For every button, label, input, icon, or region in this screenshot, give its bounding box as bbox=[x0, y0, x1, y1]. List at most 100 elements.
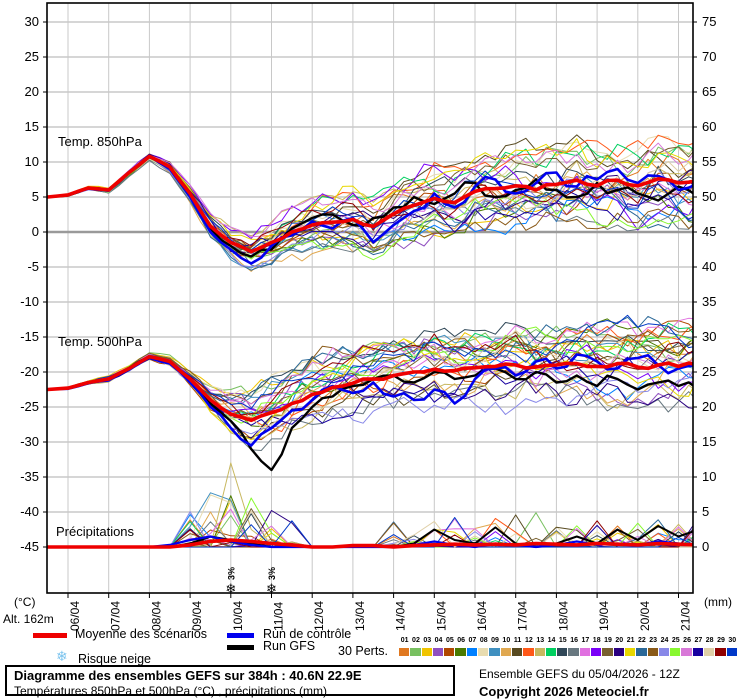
t850-member bbox=[47, 153, 693, 237]
pert-color-swatch bbox=[455, 648, 466, 656]
pert-color-swatch bbox=[466, 648, 478, 656]
pert-number: 17 bbox=[581, 637, 590, 644]
right-tick-label: 25 bbox=[702, 364, 716, 379]
left-tick-label: 30 bbox=[25, 14, 39, 29]
t500-member bbox=[47, 336, 693, 438]
pert-legend-squares bbox=[399, 648, 738, 656]
left-tick-label: -10 bbox=[20, 294, 39, 309]
pert-number: 10 bbox=[502, 637, 511, 644]
pert-number: 02 bbox=[412, 637, 420, 644]
x-date-label: 15/04 bbox=[434, 601, 448, 631]
pert-number: 21 bbox=[626, 637, 635, 644]
pert-number: 16 bbox=[570, 637, 578, 644]
precip-member bbox=[47, 494, 693, 548]
x-date-label: 13/04 bbox=[353, 601, 367, 631]
t850-member bbox=[47, 160, 693, 268]
pert-color-swatch bbox=[658, 648, 670, 656]
x-date-label: 10/04 bbox=[231, 601, 245, 631]
pert-color-swatch bbox=[636, 648, 647, 656]
pert-color-swatch bbox=[726, 648, 737, 656]
pert-color-swatch bbox=[545, 648, 557, 656]
pert-color-swatch bbox=[579, 648, 591, 656]
t500-member bbox=[47, 325, 693, 397]
pert-number: 18 bbox=[592, 637, 601, 644]
left-tick-label: -5 bbox=[27, 259, 39, 274]
right-tick-label: 20 bbox=[702, 399, 716, 414]
altitude-label: Alt. 162m bbox=[3, 612, 54, 626]
x-date-label: 08/04 bbox=[149, 601, 163, 631]
pert-color-swatch bbox=[624, 648, 636, 656]
snowflake-icon: ❄ bbox=[56, 648, 68, 664]
pert-color-swatch bbox=[670, 648, 681, 656]
pert-number: 23 bbox=[649, 637, 658, 644]
pert-color-swatch bbox=[421, 648, 432, 656]
legend-mean-label: Moyenne des scénarios bbox=[75, 627, 208, 641]
left-tick-label: -25 bbox=[20, 399, 39, 414]
precip-member bbox=[47, 492, 693, 548]
mean-line-swatch bbox=[33, 633, 67, 638]
pert-color-swatch bbox=[647, 648, 658, 656]
t500-member bbox=[47, 332, 693, 395]
x-date-label: 16/04 bbox=[475, 601, 489, 631]
plot-frame bbox=[46, 2, 694, 594]
pert-color-swatch bbox=[613, 648, 624, 656]
x-date-label: 18/04 bbox=[556, 601, 570, 631]
x-date-label: 17/04 bbox=[516, 601, 530, 631]
pert-number: 08 bbox=[479, 637, 488, 644]
right-tick-label: 65 bbox=[702, 84, 716, 99]
snow-risk-percent: 3% bbox=[226, 567, 236, 580]
right-tick-label: 0 bbox=[702, 539, 709, 554]
pert-number: 01 bbox=[400, 637, 409, 644]
left-axis-unit: (°C) bbox=[14, 595, 36, 609]
left-tick-label: 5 bbox=[32, 189, 39, 204]
t500-member bbox=[47, 320, 693, 441]
gfs-line-swatch bbox=[227, 645, 254, 650]
x-date-label: 21/04 bbox=[679, 601, 693, 631]
pert-number: 13 bbox=[536, 637, 545, 644]
pert-color-swatch bbox=[511, 648, 523, 656]
panel-label-500: Temp. 500hPa bbox=[58, 334, 142, 349]
pert-number: 12 bbox=[525, 637, 533, 644]
left-tick-label: -45 bbox=[20, 539, 39, 554]
right-tick-label: 70 bbox=[702, 49, 716, 64]
series-area bbox=[47, 134, 693, 549]
pert-number: 30 bbox=[728, 637, 737, 644]
right-tick-label: 50 bbox=[702, 189, 716, 204]
x-date-label: 19/04 bbox=[597, 601, 611, 631]
legend-gfs-label: Run GFS bbox=[263, 639, 316, 653]
pert-number: 04 bbox=[434, 637, 443, 644]
t850-member bbox=[47, 142, 693, 238]
left-tick-label: 0 bbox=[32, 224, 39, 239]
pert-color-swatch bbox=[681, 648, 692, 656]
panel-label-precip: Précipitations bbox=[56, 524, 135, 539]
pert-color-swatch bbox=[410, 648, 421, 656]
x-date-label: 06/04 bbox=[68, 601, 82, 631]
pert-number: 28 bbox=[705, 637, 714, 644]
pert-color-swatch bbox=[534, 648, 545, 656]
pert-number: 25 bbox=[671, 637, 680, 644]
t850-member bbox=[47, 153, 693, 253]
pert-number: 05 bbox=[445, 637, 454, 644]
pert-color-swatch bbox=[715, 648, 726, 656]
right-tick-label: 5 bbox=[702, 504, 709, 519]
right-tick-label: 10 bbox=[702, 469, 716, 484]
pert-number: 26 bbox=[683, 637, 691, 644]
pert-color-swatch bbox=[523, 648, 534, 656]
pert-color-swatch bbox=[399, 648, 410, 656]
pert-number: 14 bbox=[547, 637, 556, 644]
perts-count-label: 30 Perts. bbox=[338, 644, 389, 658]
pert-color-swatch bbox=[500, 648, 511, 656]
right-tick-label: 55 bbox=[702, 154, 716, 169]
pert-color-swatch bbox=[444, 648, 455, 656]
x-date-label: 09/04 bbox=[190, 601, 204, 631]
left-tick-label: -20 bbox=[20, 364, 39, 379]
t500-mean bbox=[47, 354, 693, 423]
left-tick-label: 15 bbox=[25, 119, 39, 134]
pert-color-swatch bbox=[568, 648, 579, 656]
diagram-title: Diagramme des ensembles GEFS sur 384h : … bbox=[14, 668, 362, 683]
control-line-swatch bbox=[227, 633, 254, 638]
right-tick-label: 35 bbox=[702, 294, 716, 309]
pert-color-swatch bbox=[489, 648, 500, 656]
pert-number: 24 bbox=[660, 637, 669, 644]
precip-mean bbox=[47, 538, 693, 549]
